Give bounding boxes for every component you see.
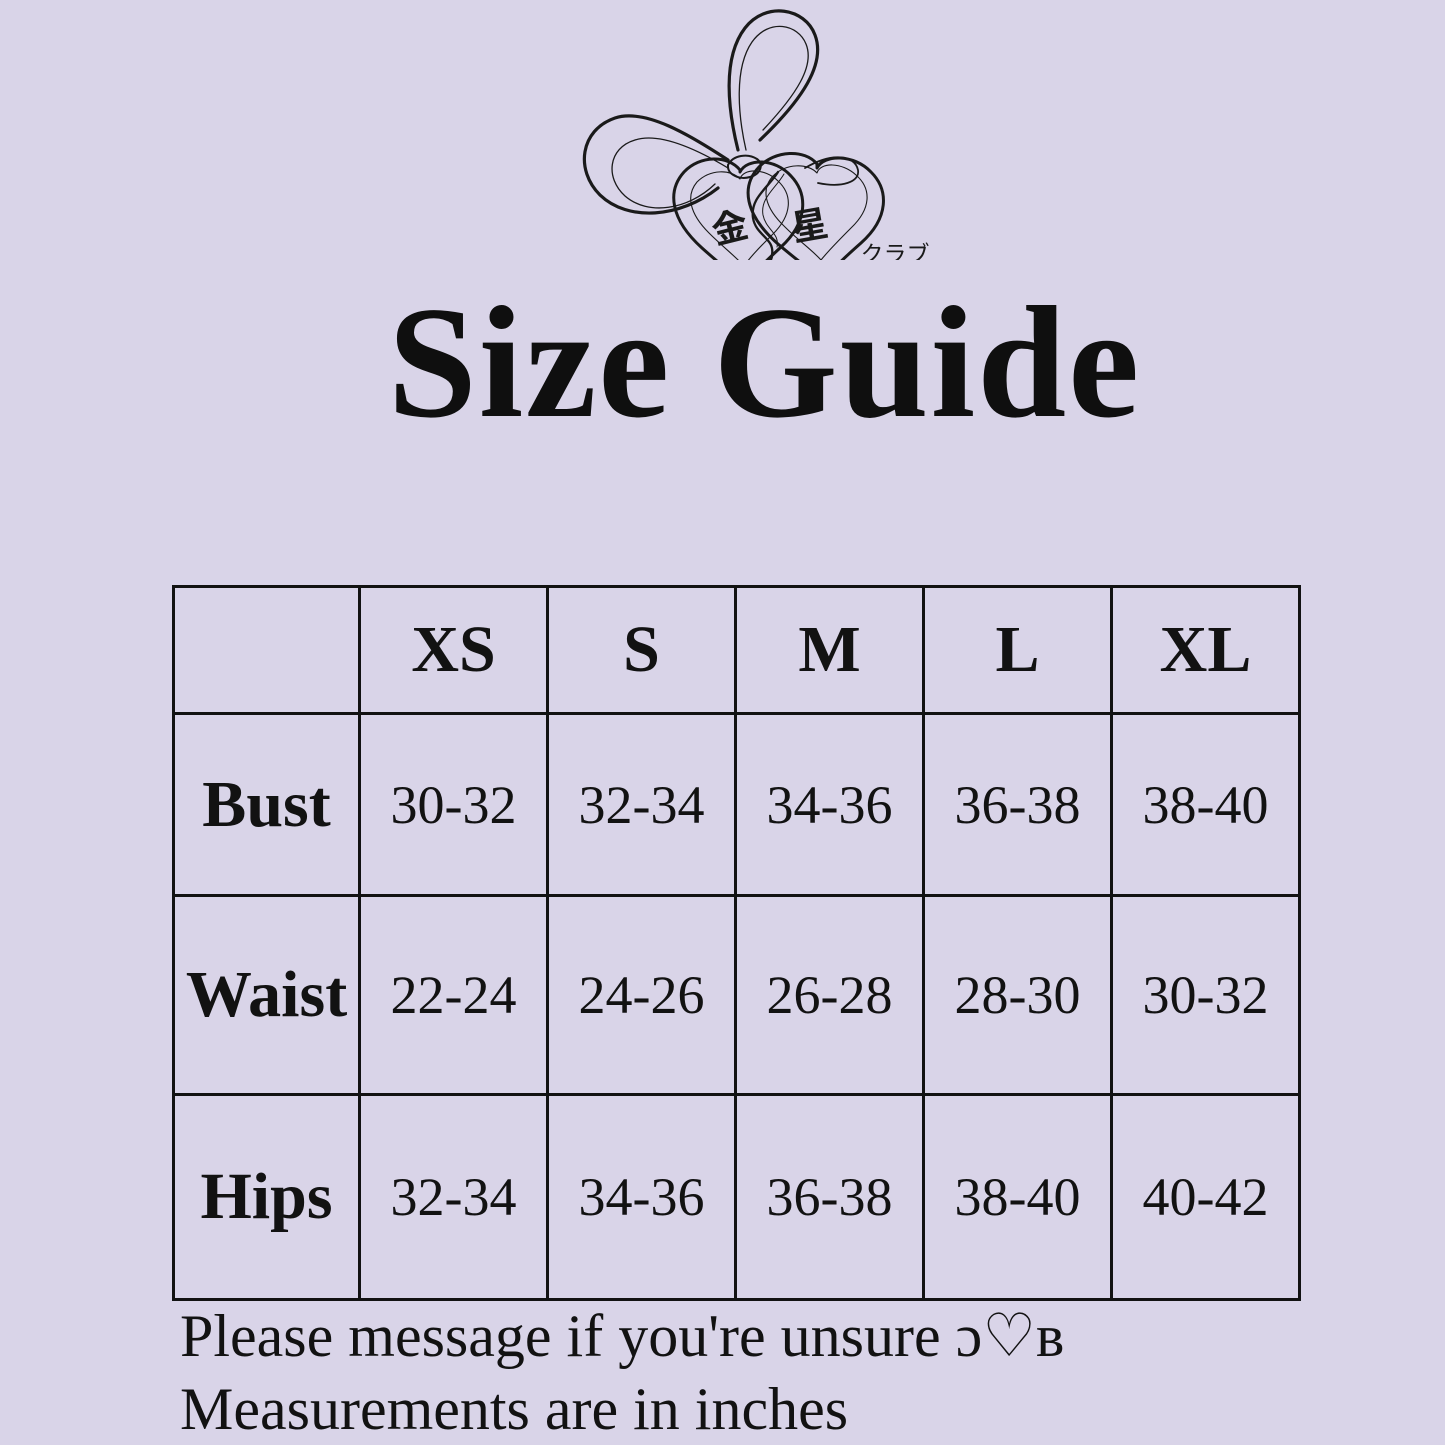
svg-text:金: 金 bbox=[706, 196, 754, 255]
svg-text:星: 星 bbox=[787, 194, 831, 251]
svg-text:クラブ: クラブ bbox=[861, 235, 930, 260]
